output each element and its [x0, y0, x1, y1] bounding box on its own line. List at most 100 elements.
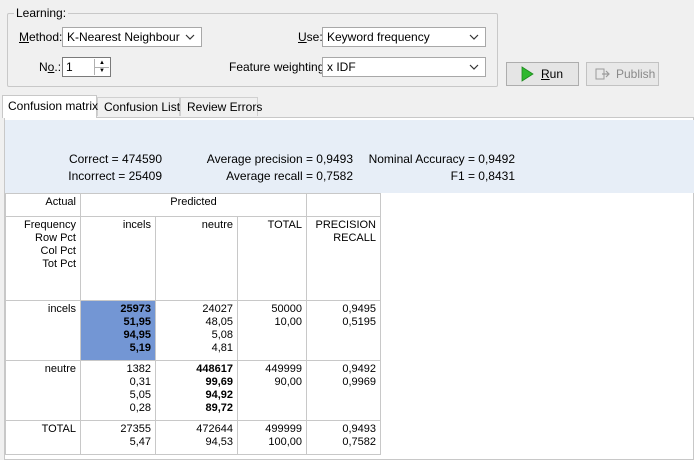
run-button[interactable]: Run — [506, 62, 579, 86]
learning-group — [7, 13, 498, 87]
col-header-incels: incels — [80, 216, 156, 301]
cell-neutre-incels[interactable]: 1382 0,31 5,05 0,28 — [80, 360, 156, 421]
fw-value: x IDF — [327, 60, 356, 74]
table-row: neutre 1382 0,31 5,05 0,28 448617 99,69 … — [5, 360, 381, 421]
cell-value: 0,9493 — [342, 423, 376, 435]
cell-neutre-neutre[interactable]: 448617 99,69 94,92 89,72 — [155, 360, 238, 421]
cell-value: 10,00 — [274, 316, 302, 328]
cell-value: 0,7582 — [342, 436, 376, 448]
cell-value: 1382 — [126, 363, 151, 375]
run-label: Run — [541, 67, 564, 81]
stat-correct: Correct = 474590 — [68, 152, 162, 166]
cell-total-total: 499999 100,00 — [237, 420, 307, 455]
cell-value: 25973 — [120, 303, 151, 315]
publish-button[interactable]: Publish — [586, 62, 659, 86]
table-row: TOTAL 27355 5,47 472644 94,53 499999 100… — [5, 420, 381, 455]
chevron-down-icon — [185, 34, 195, 40]
cell-total-precision-recall: 0,9493 0,7582 — [306, 420, 381, 455]
stat-average-recall: Average recall = 0,7582 — [226, 169, 353, 183]
stat-average-precision: Average precision = 0,9493 — [206, 152, 353, 166]
cell-value: 94,92 — [205, 389, 233, 401]
cell-value: 5,47 — [129, 436, 151, 448]
cell-value: 94,53 — [205, 436, 233, 448]
cell-value: 0,5195 — [342, 316, 376, 328]
tot-pct-label: Tot Pct — [42, 258, 76, 270]
stats-area — [5, 120, 694, 193]
cell-value: 0,9969 — [342, 376, 376, 388]
stat-incorrect: Incorrect = 25409 — [68, 169, 162, 183]
stepper-buttons: ▲ ▼ — [94, 59, 109, 75]
row-stat-labels: Frequency Row Pct Col Pct Tot Pct — [5, 216, 81, 301]
cell-value: 0,31 — [129, 376, 151, 388]
cell-value: 24027 — [202, 303, 233, 315]
cell-value: 50000 — [271, 303, 302, 315]
cell-value: 5,08 — [211, 329, 233, 341]
cell-neutre-total: 449999 90,00 — [237, 360, 307, 421]
cell-value: 100,00 — [268, 436, 302, 448]
row-label-total: TOTAL — [5, 420, 81, 455]
tab-confusion-matrix[interactable]: Confusion matrix — [2, 95, 99, 118]
stepper-up-icon[interactable]: ▲ — [95, 59, 109, 68]
cell-incels-precision-recall: 0,9495 0,5195 — [306, 300, 381, 361]
no-value: 1 — [66, 60, 73, 74]
col-pct-label: Col Pct — [40, 245, 76, 257]
cell-value: 89,72 — [205, 402, 233, 414]
cell-value: 4,81 — [211, 342, 233, 354]
actual-header: Actual — [5, 193, 81, 217]
stepper-down-icon[interactable]: ▼ — [99, 68, 105, 74]
fw-label: Feature weighting: — [229, 60, 328, 74]
publish-icon — [595, 68, 610, 80]
row-label-incels: incels — [5, 300, 81, 361]
cell-value: 99,69 — [205, 376, 233, 388]
cell-value: 0,9492 — [342, 363, 376, 375]
cell-value: 5,05 — [129, 389, 151, 401]
use-label: Use: — [298, 30, 323, 44]
predicted-header: Predicted — [80, 193, 307, 217]
row-label-neutre: neutre — [5, 360, 81, 421]
cell-value: 448617 — [196, 363, 233, 375]
use-select[interactable]: Keyword frequency — [322, 27, 486, 47]
use-value: Keyword frequency — [327, 30, 430, 44]
cell-incels-incels[interactable]: 25973 51,95 94,95 5,19 — [80, 300, 156, 361]
col-header-neutre: neutre — [155, 216, 238, 301]
tab-label: Confusion List — [104, 100, 181, 114]
col-header-precision-recall: PRECISION RECALL — [306, 216, 381, 301]
cell-value: 27355 — [120, 423, 151, 435]
stat-nominal-accuracy: Nominal Accuracy = 0,9492 — [368, 152, 515, 166]
cell-value: 472644 — [196, 423, 233, 435]
frequency-label: Frequency — [24, 219, 76, 231]
tab-label: Review Errors — [187, 100, 263, 114]
tab-label: Confusion matrix — [8, 99, 99, 113]
col-header-total: TOTAL — [237, 216, 307, 301]
learning-legend: Learning: — [14, 6, 69, 20]
empty-header — [306, 193, 381, 217]
precision-label: PRECISION — [315, 219, 376, 231]
cell-value: 90,00 — [274, 376, 302, 388]
publish-label: Publish — [616, 67, 656, 81]
table-row: incels 25973 51,95 94,95 5,19 24027 48,0… — [5, 300, 381, 361]
cell-neutre-precision-recall: 0,9492 0,9969 — [306, 360, 381, 421]
cell-value: 94,95 — [123, 329, 151, 341]
cell-value: 449999 — [265, 363, 302, 375]
cell-value: 499999 — [265, 423, 302, 435]
method-value: K-Nearest Neighbour — [67, 30, 180, 44]
confusion-matrix-table: Actual Predicted Frequency Row Pct Col P… — [5, 193, 381, 455]
cell-incels-neutre[interactable]: 24027 48,05 5,08 4,81 — [155, 300, 238, 361]
method-select[interactable]: K-Nearest Neighbour — [62, 27, 202, 47]
method-label: Method: — [19, 30, 63, 44]
tab-confusion-list[interactable]: Confusion List — [97, 97, 180, 116]
cell-total-neutre: 472644 94,53 — [155, 420, 238, 455]
row-pct-label: Row Pct — [35, 232, 76, 244]
cell-total-incels: 27355 5,47 — [80, 420, 156, 455]
cell-incels-total: 50000 10,00 — [237, 300, 307, 361]
cell-value: 51,95 — [123, 316, 151, 328]
tab-review-errors[interactable]: Review Errors — [180, 97, 262, 116]
recall-label: RECALL — [333, 232, 376, 244]
feature-weighting-select[interactable]: x IDF — [322, 57, 486, 77]
no-stepper[interactable]: 1 ▲ ▼ — [62, 57, 111, 77]
stat-f1: F1 = 0,8431 — [450, 169, 515, 183]
cell-value: 48,05 — [205, 316, 233, 328]
cell-value: 0,28 — [129, 402, 151, 414]
chevron-down-icon — [469, 64, 479, 70]
play-icon — [521, 66, 534, 82]
